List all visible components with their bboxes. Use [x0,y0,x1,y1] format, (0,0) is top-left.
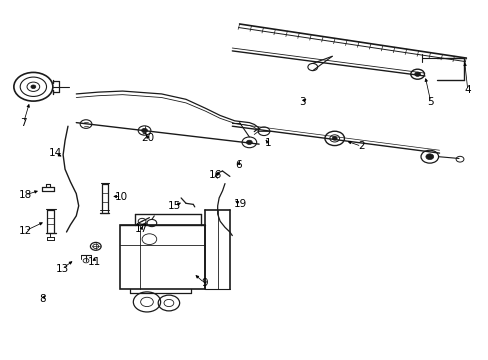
Text: 12: 12 [19,226,32,236]
Text: 3: 3 [298,97,305,107]
Text: 4: 4 [464,85,470,95]
Text: 11: 11 [87,257,101,267]
Text: 1: 1 [264,138,271,148]
Text: 2: 2 [358,141,364,151]
Text: 8: 8 [39,294,46,304]
Text: 19: 19 [233,199,247,209]
Circle shape [31,85,36,89]
Circle shape [414,72,420,76]
Circle shape [425,154,433,159]
Text: 16: 16 [208,170,222,180]
Text: 20: 20 [141,133,154,143]
Text: 18: 18 [19,190,32,200]
Text: 9: 9 [201,278,207,288]
Circle shape [331,136,336,140]
Text: 14: 14 [49,148,62,158]
Text: 10: 10 [115,192,128,202]
Text: 15: 15 [167,201,181,211]
Text: 6: 6 [235,159,242,170]
Text: 17: 17 [134,224,147,234]
Text: 13: 13 [56,264,69,274]
Text: 5: 5 [427,97,433,107]
Text: 7: 7 [20,118,27,128]
Circle shape [142,129,147,133]
Circle shape [246,140,252,144]
